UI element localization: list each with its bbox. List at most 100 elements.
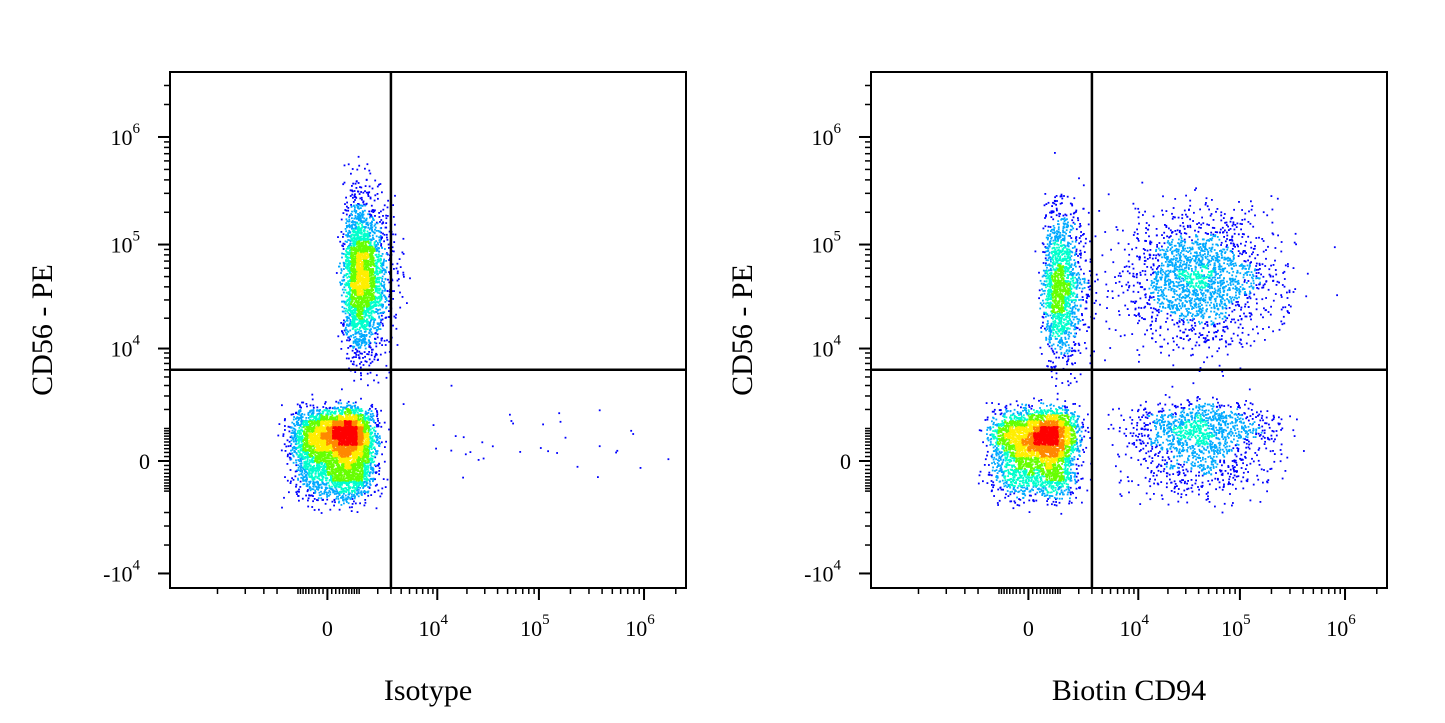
event-dot <box>315 481 318 484</box>
event-dot <box>370 223 373 226</box>
event-dot <box>366 323 368 326</box>
event-dot <box>350 497 352 500</box>
event-dot <box>311 458 314 460</box>
event-dot <box>326 477 328 479</box>
event-dot <box>310 409 313 412</box>
event-dot <box>369 418 371 420</box>
event-dot <box>314 456 317 459</box>
event-dot <box>378 300 381 303</box>
event-dot <box>385 297 388 300</box>
event-dot <box>314 467 317 470</box>
event-dot <box>304 457 307 459</box>
event-dot <box>326 487 329 490</box>
event-dot <box>352 221 355 223</box>
event-dot <box>366 305 368 308</box>
event-dot <box>322 416 325 419</box>
event-dot <box>361 326 364 328</box>
event-dot <box>328 490 331 492</box>
event-dot <box>291 452 294 455</box>
event-dot <box>341 252 343 255</box>
event-dot <box>341 244 344 247</box>
event-dot <box>347 324 350 327</box>
event-dot <box>287 453 289 456</box>
event-dot <box>353 497 356 500</box>
event-dot <box>354 484 357 486</box>
event-dot <box>344 490 346 493</box>
event-dot <box>349 474 352 477</box>
event-dot <box>370 255 372 258</box>
event-dot <box>351 320 353 323</box>
event-dot <box>347 220 350 223</box>
event-dot <box>295 485 297 488</box>
event-dot <box>297 419 300 422</box>
event-dot <box>363 320 366 323</box>
event-dot <box>352 244 355 247</box>
event-dot <box>367 474 370 477</box>
event-dot <box>399 291 401 294</box>
event-dot <box>385 271 387 274</box>
event-dot <box>335 497 338 500</box>
event-dot <box>347 298 350 301</box>
event-dot <box>330 470 333 472</box>
event-dot <box>370 331 373 334</box>
event-dot <box>367 320 369 323</box>
event-dot <box>358 312 361 315</box>
event-dot <box>349 263 352 266</box>
event-dot <box>368 248 371 250</box>
event-dot <box>330 476 333 479</box>
event-dot <box>315 470 317 473</box>
event-dot <box>359 410 362 412</box>
event-dot <box>319 409 321 411</box>
event-dot <box>319 458 322 461</box>
event-dot <box>340 486 343 489</box>
event-dot <box>369 282 371 285</box>
event-dot <box>354 495 356 498</box>
event-dot <box>352 402 355 404</box>
event-dot <box>338 491 340 494</box>
event-dot <box>353 494 355 496</box>
event-dot <box>360 491 362 494</box>
event-dot <box>306 436 309 438</box>
event-dot <box>377 243 379 246</box>
event-dot <box>348 322 351 325</box>
event-dot <box>304 456 307 458</box>
event-dot <box>491 445 494 448</box>
event-dot <box>393 315 396 318</box>
event-dot <box>369 242 372 245</box>
event-dot <box>306 430 309 433</box>
event-dot <box>377 309 380 311</box>
event-dot <box>357 218 360 220</box>
event-dot <box>305 417 308 419</box>
event-dot <box>361 308 364 310</box>
event-dot <box>370 442 373 444</box>
event-dot <box>365 468 368 471</box>
event-dot <box>363 468 366 471</box>
event-dot <box>311 420 313 423</box>
event-dot <box>364 245 367 247</box>
event-dot <box>379 293 382 296</box>
event-dot <box>345 209 348 212</box>
event-dot <box>378 259 381 262</box>
event-dot <box>351 315 353 318</box>
event-dot <box>375 235 378 238</box>
event-dot <box>328 494 330 497</box>
event-dot <box>307 489 309 491</box>
event-dot <box>369 271 372 274</box>
event-dot <box>368 332 371 335</box>
event-dot <box>322 483 325 486</box>
event-dot <box>367 409 370 412</box>
event-dot <box>369 264 372 266</box>
event-dot <box>363 490 366 492</box>
event-dot <box>355 308 358 310</box>
event-dot <box>450 449 453 452</box>
event-dot <box>369 407 371 410</box>
event-dot <box>349 260 351 262</box>
event-dot <box>311 424 314 426</box>
event-dot <box>385 253 388 255</box>
event-dot <box>294 438 297 441</box>
event-dot <box>325 479 327 482</box>
event-dot <box>357 340 359 343</box>
event-dot <box>371 221 373 223</box>
event-dot <box>305 403 308 405</box>
event-dot <box>358 475 360 478</box>
